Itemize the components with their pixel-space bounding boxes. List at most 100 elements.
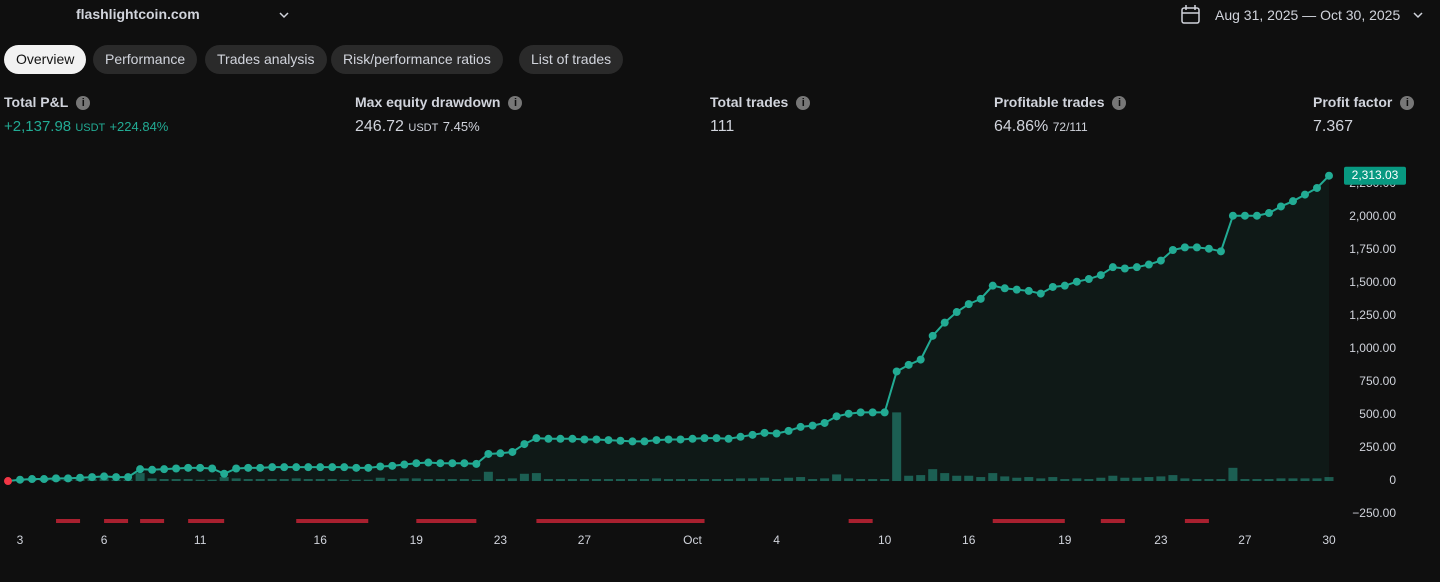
stat: Total trades i 111 bbox=[710, 94, 811, 136]
trade-bar bbox=[1084, 479, 1094, 482]
equity-point bbox=[580, 435, 589, 444]
equity-point bbox=[964, 300, 973, 309]
equity-point bbox=[760, 428, 769, 437]
trade-bar bbox=[627, 479, 637, 482]
equity-point bbox=[688, 434, 697, 443]
equity-point bbox=[436, 459, 445, 468]
equity-point bbox=[64, 474, 73, 483]
site-name[interactable]: flashlightcoin.com bbox=[76, 6, 200, 22]
equity-point bbox=[400, 460, 409, 469]
equity-point bbox=[1120, 264, 1129, 273]
trade-bar bbox=[639, 479, 649, 482]
trade-bar bbox=[1192, 479, 1202, 482]
trade-bar bbox=[291, 478, 301, 482]
trade-bar bbox=[303, 479, 313, 482]
equity-point bbox=[376, 462, 385, 471]
info-icon[interactable]: i bbox=[796, 96, 811, 110]
equity-point bbox=[616, 436, 625, 445]
trade-bar bbox=[796, 477, 806, 482]
trade-bar bbox=[1000, 476, 1010, 482]
equity-point bbox=[532, 434, 541, 443]
trade-bar bbox=[880, 479, 890, 482]
stat-value: 7.367 bbox=[1313, 118, 1354, 135]
equity-point bbox=[1204, 244, 1213, 253]
equity-point bbox=[268, 463, 277, 472]
info-icon[interactable]: i bbox=[76, 96, 91, 110]
equity-point bbox=[256, 463, 265, 472]
equity-point bbox=[76, 473, 85, 482]
dropdown-icon[interactable] bbox=[1412, 10, 1424, 20]
date-range[interactable]: Aug 31, 2025 — Oct 30, 2025 bbox=[1215, 7, 1401, 23]
equity-point bbox=[1276, 202, 1285, 211]
trade-bar bbox=[1120, 477, 1130, 482]
trade-bar bbox=[1252, 479, 1262, 482]
equity-point bbox=[328, 463, 337, 472]
equity-point bbox=[172, 464, 181, 473]
equity-point bbox=[568, 434, 577, 443]
x-tick-label: 6 bbox=[101, 533, 108, 547]
trade-bar bbox=[748, 478, 758, 482]
trade-bar bbox=[892, 412, 902, 482]
trade-bar bbox=[940, 473, 950, 482]
tab[interactable]: Trades analysis bbox=[205, 45, 327, 74]
equity-point bbox=[796, 422, 805, 431]
equity-point bbox=[844, 409, 853, 418]
equity-point bbox=[1000, 284, 1009, 293]
trade-bar bbox=[928, 469, 938, 482]
trade-bar bbox=[760, 477, 770, 482]
equity-point bbox=[904, 360, 913, 369]
trade-bar bbox=[772, 479, 782, 482]
equity-point bbox=[628, 437, 637, 446]
trade-bar bbox=[976, 477, 986, 482]
trade-bar bbox=[567, 479, 577, 482]
tab[interactable]: Performance bbox=[93, 45, 198, 74]
stat-label: Profitable trades bbox=[994, 94, 1105, 110]
dropdown-icon[interactable] bbox=[278, 10, 290, 20]
trade-bar bbox=[279, 479, 289, 482]
trade-bar bbox=[555, 479, 565, 482]
y-tick-label: 500.00 bbox=[1359, 407, 1396, 421]
tab[interactable]: Overview bbox=[4, 45, 87, 74]
trade-bar bbox=[387, 479, 397, 482]
equity-point bbox=[928, 331, 937, 340]
trade-bar bbox=[591, 479, 601, 482]
equity-point bbox=[424, 458, 433, 467]
stat-value: +2,137.98 bbox=[4, 118, 72, 135]
trade-bar bbox=[700, 479, 710, 482]
equity-point bbox=[784, 426, 793, 435]
equity-point bbox=[916, 355, 925, 364]
trade-bar bbox=[916, 475, 926, 482]
trade-bar bbox=[1204, 479, 1214, 482]
trade-bar bbox=[1216, 479, 1226, 482]
price-tag-bg bbox=[1344, 166, 1406, 185]
trade-bar bbox=[1012, 477, 1022, 482]
equity-point bbox=[460, 459, 469, 468]
tab[interactable]: List of trades bbox=[519, 45, 624, 74]
equity-area bbox=[8, 175, 1329, 482]
equity-point bbox=[100, 472, 109, 481]
trade-bar bbox=[351, 479, 361, 482]
equity-point bbox=[4, 477, 12, 486]
trade-bar bbox=[1048, 477, 1058, 482]
equity-point bbox=[280, 463, 289, 472]
equity-point bbox=[448, 459, 457, 468]
y-tick-label: −250.00 bbox=[1352, 506, 1396, 520]
calendar-icon[interactable] bbox=[1180, 4, 1202, 26]
info-icon[interactable]: i bbox=[1112, 96, 1127, 110]
trade-bar bbox=[1132, 477, 1142, 482]
info-icon[interactable]: i bbox=[1400, 96, 1415, 110]
info-icon[interactable]: i bbox=[508, 96, 523, 110]
equity-point bbox=[832, 412, 841, 421]
trade-bar bbox=[904, 475, 914, 482]
trade-bar bbox=[435, 479, 445, 482]
stat-extra: 72/111 bbox=[1052, 120, 1088, 134]
y-tick-label: 0 bbox=[1389, 473, 1396, 487]
equity-point bbox=[1312, 183, 1321, 192]
trade-bar bbox=[459, 479, 469, 482]
equity-point bbox=[772, 429, 781, 438]
equity-point bbox=[244, 463, 253, 472]
equity-point bbox=[316, 463, 325, 472]
equity-point bbox=[952, 308, 961, 317]
tab[interactable]: Risk/performance ratios bbox=[331, 45, 503, 74]
trade-bar bbox=[1228, 467, 1238, 482]
